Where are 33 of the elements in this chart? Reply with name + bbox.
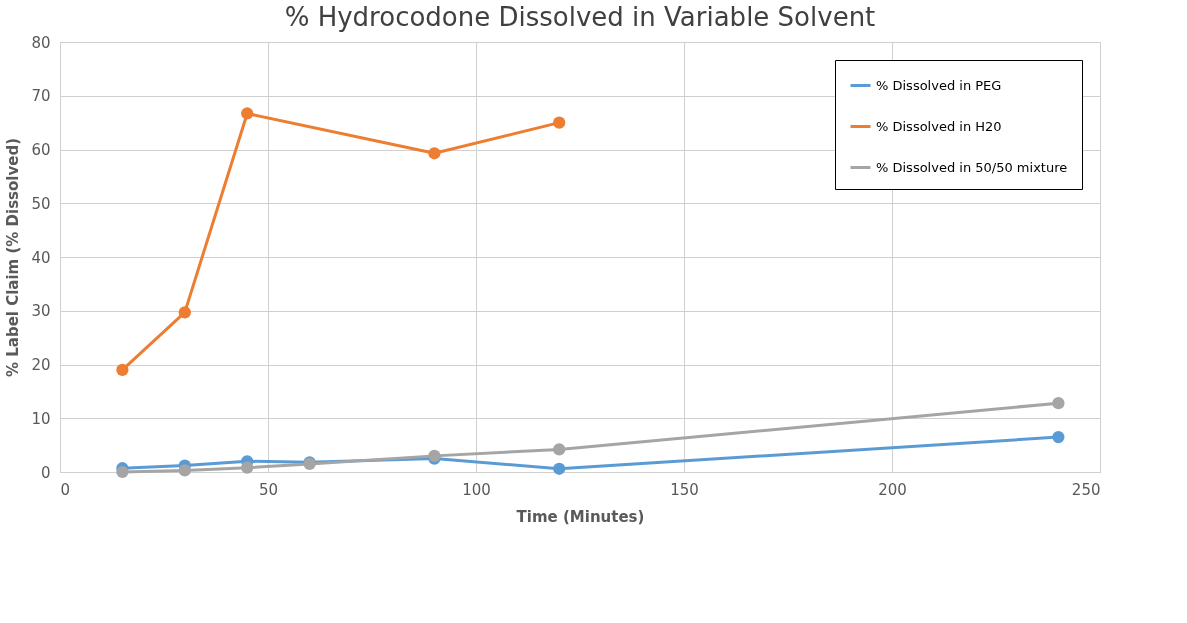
- point: [178, 306, 191, 319]
- point: [553, 462, 566, 475]
- x-tick-label: 100: [462, 480, 491, 499]
- x-tick-label: 0: [60, 480, 71, 499]
- y-tick-label: 80: [31, 33, 51, 52]
- legend-label: % Dissolved in 50/50 mixture: [876, 159, 1068, 175]
- legend-label: % Dissolved in H20: [876, 118, 1002, 134]
- x-tick-label: 150: [670, 480, 699, 499]
- legend-label: % Dissolved in PEG: [876, 77, 1002, 93]
- point: [241, 461, 254, 474]
- point: [1052, 397, 1065, 410]
- chart-title: % Hydrocodone Dissolved in Variable Solvent: [284, 2, 876, 32]
- x-tick-label: 250: [1071, 480, 1101, 499]
- y-tick-label: 50: [31, 194, 51, 213]
- point: [553, 116, 566, 129]
- point: [241, 107, 254, 120]
- point: [1052, 430, 1065, 444]
- point: [428, 147, 441, 160]
- y-tick-label: 70: [31, 87, 51, 106]
- y-tick-label: 10: [31, 409, 51, 428]
- point: [553, 443, 566, 456]
- x-tick-label: 50: [258, 480, 279, 499]
- x-axis-title: Time (Minutes): [516, 507, 645, 526]
- y-tick-label: 20: [31, 356, 51, 374]
- y-tick-label: 0: [40, 463, 51, 482]
- point: [116, 363, 129, 376]
- point: [116, 465, 129, 479]
- y-tick-label: 60: [31, 141, 51, 159]
- y-tick-label: 30: [31, 302, 51, 321]
- y-tick-label: 40: [31, 248, 51, 267]
- point: [178, 464, 191, 477]
- y-axis-title: % Label Claim (% Dissolved): [4, 137, 23, 378]
- x-tick-label: 200: [878, 480, 907, 499]
